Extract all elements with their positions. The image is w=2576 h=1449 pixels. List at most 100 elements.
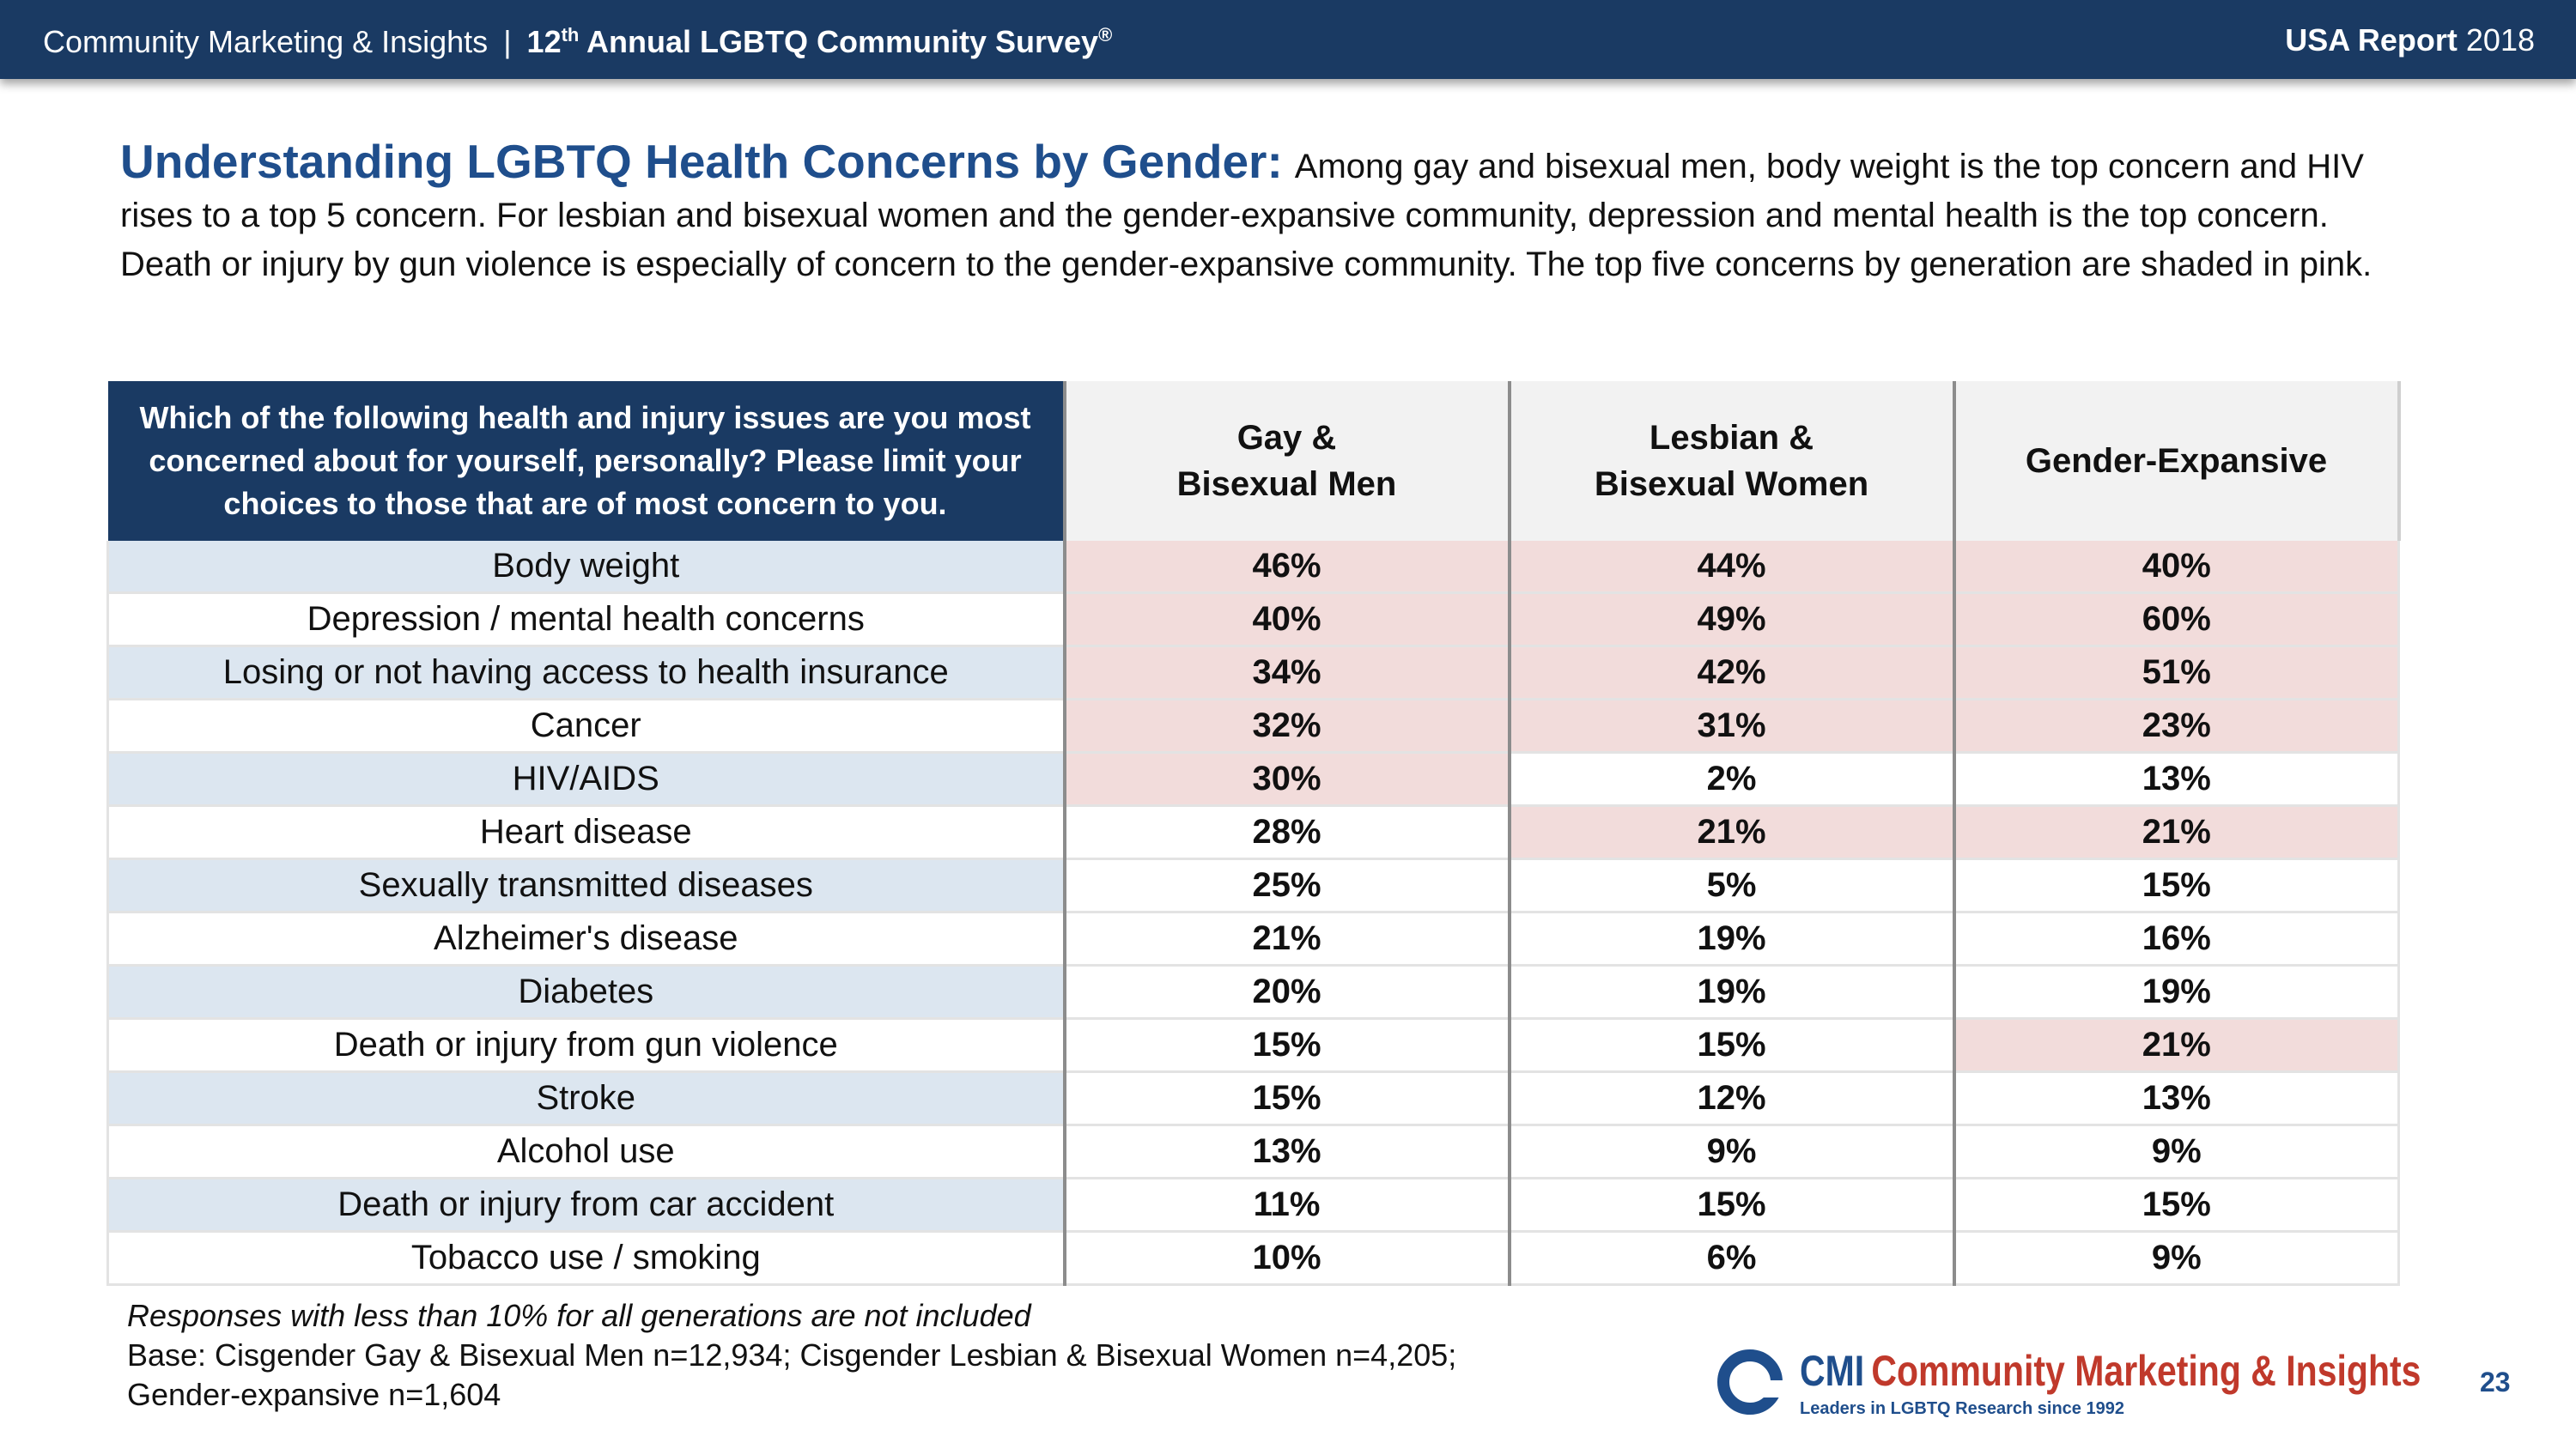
intro-paragraph: Understanding LGBTQ Health Concerns by G… (120, 137, 2404, 289)
column-header-line: Gay & (1236, 419, 1337, 457)
value-cell: 28% (1062, 805, 1510, 860)
value-cell: 44% (1507, 541, 1954, 594)
header-title: Community Marketing & Insights | 12th Annu… (43, 24, 1112, 60)
survey-title: 12th Annual LGBTQ Community Survey® (527, 24, 1113, 59)
table-row: Alzheimer's disease 21% 19% 16% (106, 912, 2400, 967)
row-label: Losing or not having access to health in… (106, 646, 1065, 700)
survey-number: 12 (526, 24, 562, 59)
row-label: Heart disease (106, 805, 1065, 860)
table-row: Diabetes 20% 19% 19% (106, 965, 2400, 1020)
value-cell: 31% (1507, 699, 1954, 754)
base-note-line-1: Base: Cisgender Gay & Bisexual Men n=12,… (127, 1337, 1457, 1373)
value-cell: 9% (1507, 1125, 1954, 1179)
value-cell: 20% (1062, 965, 1510, 1020)
value-cell: 6% (1507, 1231, 1954, 1286)
value-cell: 49% (1507, 592, 1954, 647)
value-cell: 15% (1507, 1018, 1954, 1073)
value-cell: 19% (1507, 912, 1954, 967)
row-label: Cancer (106, 699, 1065, 754)
logo-name: Community Marketing & Insights (1871, 1347, 2421, 1395)
value-cell: 16% (1952, 912, 2400, 967)
value-cell: 51% (1952, 646, 2400, 700)
value-cell: 5% (1507, 858, 1954, 913)
value-cell: 9% (1952, 1125, 2400, 1179)
report-label: USA Report 2018 (2285, 22, 2535, 58)
exclusion-note: Responses with less than 10% for all gen… (127, 1298, 1031, 1333)
value-cell: 21% (1062, 912, 1510, 967)
value-cell: 34% (1062, 646, 1510, 700)
table-header-row: Which of the following health and injury… (107, 381, 2401, 541)
table-row: Sexually transmitted diseases 25% 5% 15% (106, 858, 2400, 913)
value-cell: 12% (1507, 1071, 1954, 1126)
header-separator: | (503, 24, 512, 59)
table-row: Losing or not having access to health in… (106, 646, 2400, 700)
value-cell: 15% (1062, 1071, 1510, 1126)
row-label: Alzheimer's disease (106, 912, 1065, 967)
survey-ordinal: th (561, 24, 580, 45)
table-row: HIV/AIDS 30% 2% 13% (106, 752, 2400, 807)
row-label: Stroke (106, 1071, 1065, 1126)
footnotes: Responses with less than 10% for all gen… (127, 1296, 1456, 1415)
row-label: HIV/AIDS (106, 752, 1065, 807)
table-row: Tobacco use / smoking 10% 6% 9% (106, 1231, 2400, 1286)
value-cell: 9% (1952, 1231, 2400, 1286)
value-cell: 2% (1507, 752, 1954, 807)
value-cell: 15% (1507, 1178, 1954, 1233)
value-cell: 19% (1952, 965, 2400, 1020)
column-header-line: Gender-Expansive (2025, 442, 2328, 480)
value-cell: 32% (1062, 699, 1510, 754)
cmi-logo: CMI Community Marketing & Insights Leader… (1717, 1346, 2456, 1427)
value-cell: 11% (1062, 1178, 1510, 1233)
table-row: Depression / mental health concerns 40% 49… (106, 592, 2400, 647)
row-label: Tobacco use / smoking (106, 1231, 1065, 1286)
survey-name: Annual LGBTQ Community Survey (579, 24, 1099, 59)
row-label: Alcohol use (106, 1125, 1065, 1179)
table-body: Body weight 46% 44% 40% Depression / mental … (106, 541, 2400, 1286)
row-label: Death or injury from car accident (106, 1178, 1065, 1233)
value-cell: 21% (1952, 805, 2400, 860)
value-cell: 13% (1952, 1071, 2400, 1126)
value-cell: 13% (1062, 1125, 1510, 1179)
column-header-line: Bisexual Women (1594, 465, 1869, 503)
intro-body: Among gay and bisexual men, body weight … (120, 148, 2372, 283)
registered-mark: ® (1098, 24, 1113, 45)
table-row: Heart disease 28% 21% 21% (106, 805, 2400, 860)
logo-abbr: CMI (1800, 1347, 1865, 1395)
slide-headline: Understanding LGBTQ Health Concerns by G… (120, 135, 1283, 188)
org-name: Community Marketing & Insights (43, 24, 489, 59)
question-header: Which of the following health and injury… (107, 381, 1065, 541)
value-cell: 42% (1507, 646, 1954, 700)
value-cell: 40% (1062, 592, 1510, 647)
cmi-logo-ring-icon (1717, 1349, 1784, 1415)
column-header-gender-expansive: Gender-Expansive (1952, 381, 2401, 541)
table-row: Cancer 32% 31% 23% (106, 699, 2400, 754)
value-cell: 25% (1062, 858, 1510, 913)
value-cell: 21% (1952, 1018, 2400, 1073)
table-row: Body weight 46% 44% 40% (106, 541, 2400, 594)
value-cell: 40% (1952, 541, 2400, 594)
value-cell: 15% (1952, 858, 2400, 913)
column-header-lesbian-bisexual-women: Lesbian & Bisexual Women (1507, 381, 1954, 541)
report-year: 2018 (2465, 22, 2535, 58)
value-cell: 13% (1952, 752, 2400, 807)
value-cell: 15% (1062, 1018, 1510, 1073)
row-label: Sexually transmitted diseases (106, 858, 1065, 913)
row-label: Diabetes (106, 965, 1065, 1020)
value-cell: 46% (1062, 541, 1510, 594)
table-row: Alcohol use 13% 9% 9% (106, 1125, 2400, 1179)
table-row: Death or injury from gun violence 15% 15% 2… (106, 1018, 2400, 1073)
logo-tagline: Leaders in LGBTQ Research since 1992 (1800, 1399, 2124, 1418)
value-cell: 10% (1062, 1231, 1510, 1286)
header-bar: Community Marketing & Insights | 12th Annu… (0, 0, 2576, 79)
health-concerns-table: Which of the following health and injury… (106, 381, 2401, 1286)
column-header-gay-bisexual-men: Gay & Bisexual Men (1062, 381, 1510, 541)
column-header-line: Bisexual Men (1176, 465, 1397, 503)
value-cell: 60% (1952, 592, 2400, 647)
row-label: Death or injury from gun violence (106, 1018, 1065, 1073)
table-row: Death or injury from car accident 11% 15% 1… (106, 1178, 2400, 1233)
row-label: Body weight (106, 541, 1065, 594)
base-note-line-2: Gender-expansive n=1,604 (127, 1377, 501, 1412)
report-name: USA Report (2285, 22, 2458, 58)
value-cell: 19% (1507, 965, 1954, 1020)
logo-wordmark: CMI Community Marketing & Insights (1800, 1346, 2421, 1396)
